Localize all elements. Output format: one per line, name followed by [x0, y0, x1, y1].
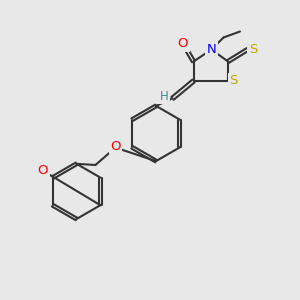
Text: S: S [229, 74, 238, 88]
Text: H: H [160, 89, 169, 103]
Text: N: N [207, 43, 216, 56]
Text: O: O [110, 140, 121, 153]
Text: O: O [178, 37, 188, 50]
Text: S: S [249, 43, 257, 56]
Text: O: O [38, 164, 48, 177]
